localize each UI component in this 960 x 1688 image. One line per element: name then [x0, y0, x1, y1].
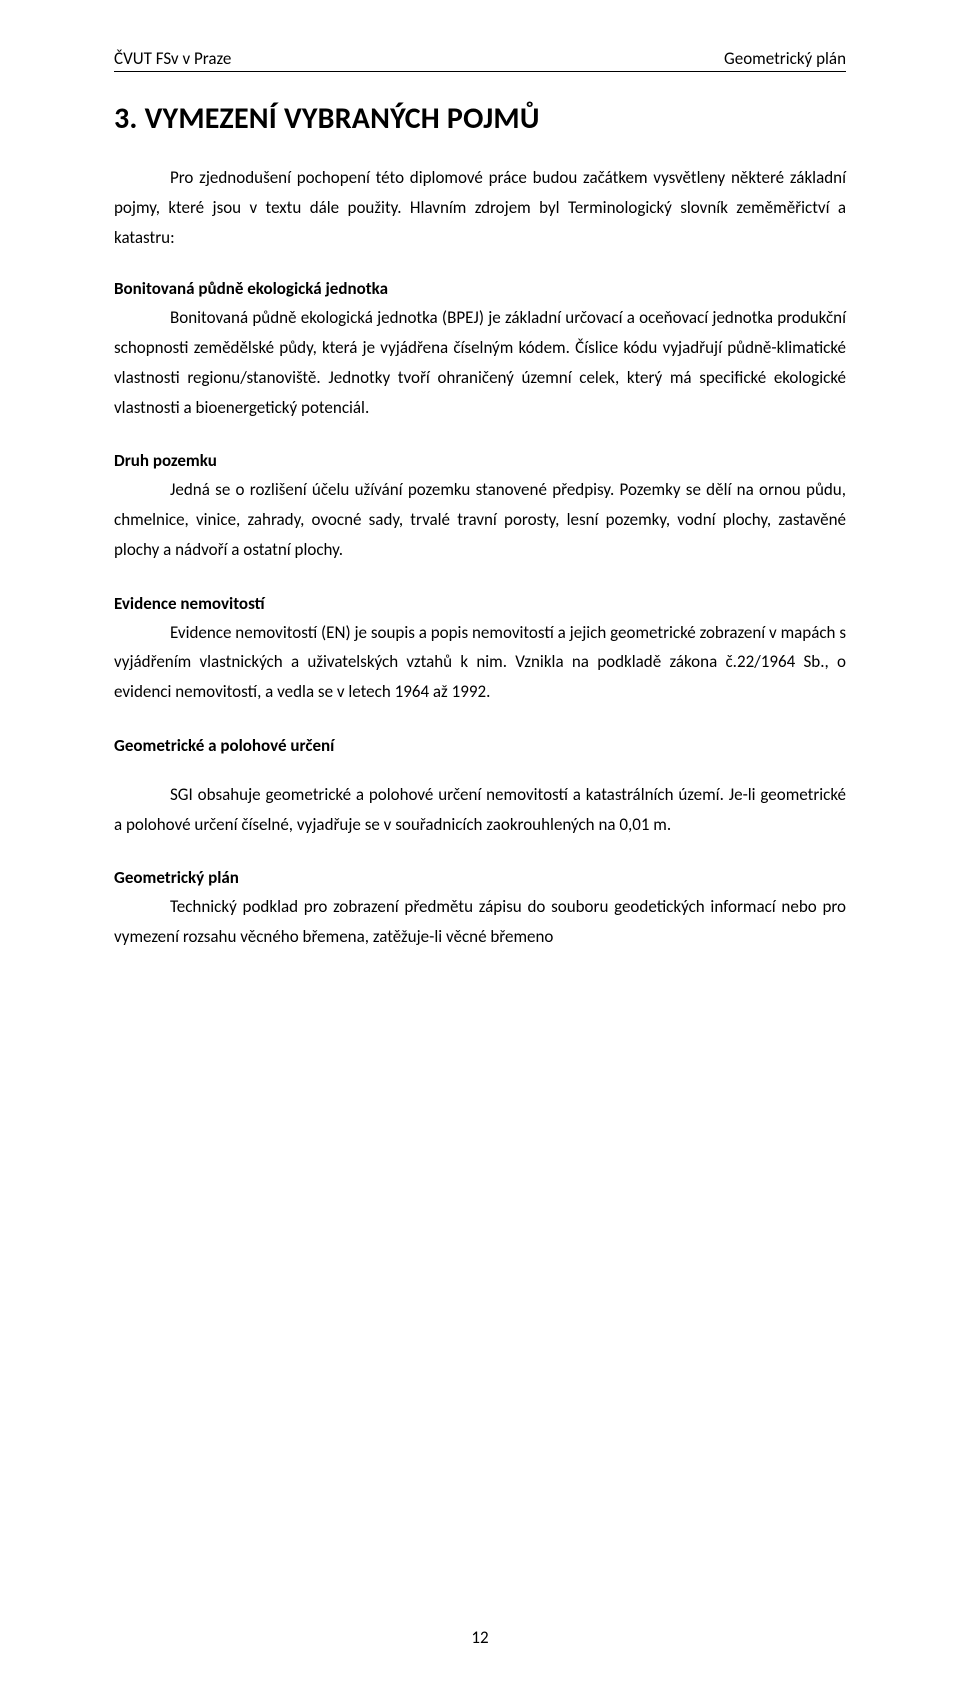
term-block-evidence-nemovitosti: Evidence nemovitostí Evidence nemovitost…	[114, 593, 846, 707]
term-body: Technický podklad pro zobrazení předmětu…	[114, 892, 846, 952]
term-block-bpej: Bonitovaná půdně ekologická jednotka Bon…	[114, 278, 846, 422]
term-body: Evidence nemovitostí (EN) je soupis a po…	[114, 618, 846, 707]
page-header: ČVUT FSv v Praze Geometrický plán	[114, 48, 846, 72]
term-title: Evidence nemovitostí	[114, 593, 846, 614]
term-body: Bonitovaná půdně ekologická jednotka (BP…	[114, 303, 846, 422]
term-block-geometricky-plan: Geometrický plán Technický podklad pro z…	[114, 867, 846, 952]
term-body: Jedná se o rozlišení účelu užívání pozem…	[114, 475, 846, 564]
header-left: ČVUT FSv v Praze	[114, 48, 231, 69]
page-number: 12	[0, 1627, 960, 1648]
term-block-geometricke-polohove: Geometrické a polohové určení SGI obsahu…	[114, 735, 846, 840]
term-title: Geometrické a polohové určení	[114, 735, 846, 756]
term-body: SGI obsahuje geometrické a polohové urče…	[114, 780, 846, 840]
term-title: Bonitovaná půdně ekologická jednotka	[114, 278, 846, 299]
section-title: 3. VYMEZENÍ VYBRANÝCH POJMŮ	[114, 100, 846, 137]
intro-paragraph: Pro zjednodušení pochopení této diplomov…	[114, 163, 846, 252]
document-page: ČVUT FSv v Praze Geometrický plán 3. VYM…	[0, 0, 960, 1688]
term-block-druh-pozemku: Druh pozemku Jedná se o rozlišení účelu …	[114, 450, 846, 564]
term-title: Geometrický plán	[114, 867, 846, 888]
header-right: Geometrický plán	[724, 48, 846, 69]
term-title: Druh pozemku	[114, 450, 846, 471]
